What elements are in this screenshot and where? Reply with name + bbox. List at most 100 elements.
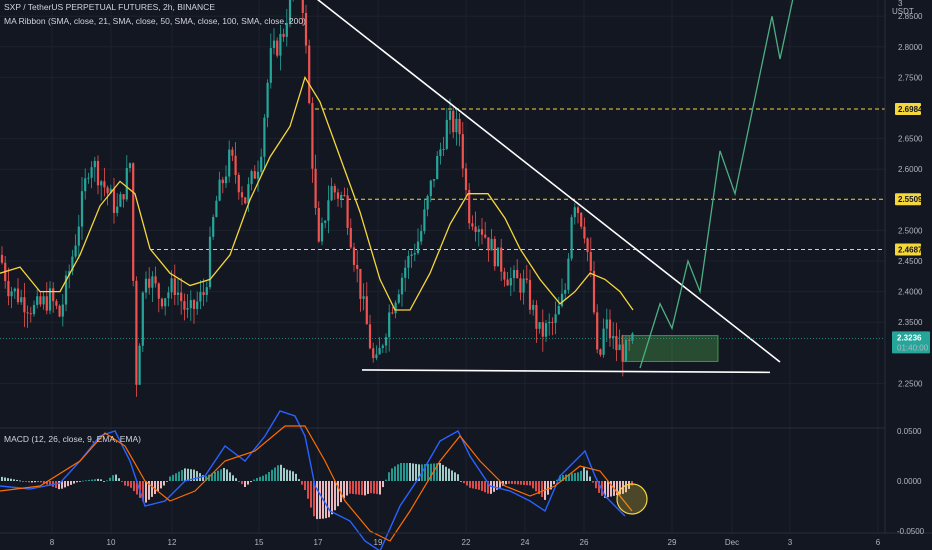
macd-bar <box>124 481 126 486</box>
macd-bar <box>559 475 561 481</box>
macd-bar <box>598 481 600 493</box>
candle-body <box>122 194 125 200</box>
candle-body <box>445 119 448 149</box>
macd-bar <box>28 481 30 483</box>
macd-bar <box>451 470 453 481</box>
price-axis[interactable]: 3.15003.10003.05003.00002.95002.85002.80… <box>898 0 923 388</box>
candle-body <box>442 148 445 150</box>
candle-body <box>29 313 32 315</box>
candle-body <box>116 206 119 213</box>
candle-body <box>119 194 122 207</box>
macd-bar <box>67 481 69 487</box>
macd-bar <box>148 481 150 500</box>
macd-bar <box>532 481 534 489</box>
macd-bar <box>250 481 252 483</box>
candle-body <box>349 227 352 248</box>
candle-body <box>503 271 506 280</box>
time-tick-label: 24 <box>521 538 530 547</box>
macd-bar <box>73 481 75 484</box>
candle-body <box>400 277 404 295</box>
candle-body <box>452 110 455 133</box>
chart-title: SXP / TetherUS PERPETUAL FUTURES, 2h, BI… <box>4 2 215 12</box>
macd-bar <box>619 481 621 495</box>
candle-body <box>160 298 164 307</box>
candle-body <box>359 268 362 299</box>
macd-bar <box>85 480 87 482</box>
macd-bar <box>229 472 231 481</box>
time-tick-label: 10 <box>107 538 116 547</box>
candle-body <box>592 270 596 313</box>
candle-body <box>589 252 592 271</box>
macd-bar <box>526 481 528 486</box>
macd-bar <box>235 478 237 481</box>
candle-body <box>301 0 304 13</box>
signal-line <box>0 425 633 542</box>
highlight-circle[interactable] <box>616 483 648 515</box>
candle-body <box>164 298 167 307</box>
forecast-path[interactable] <box>639 0 818 369</box>
candle-body <box>356 264 359 269</box>
macd-bar <box>523 481 525 485</box>
time-tick-label: 6 <box>876 538 881 547</box>
macd-bar <box>397 464 399 481</box>
candle-body <box>234 155 237 175</box>
forecast-line <box>639 0 794 369</box>
macd-bar <box>505 481 507 485</box>
candle-body <box>282 33 285 37</box>
candle-body <box>189 300 192 309</box>
macd-bar <box>556 479 558 481</box>
candle-body <box>250 171 253 185</box>
candle-body <box>631 333 634 341</box>
macd-tick-label: -0.0500 <box>897 527 925 536</box>
candle-body <box>346 195 349 228</box>
macd-bar <box>103 481 105 482</box>
price-tick-label: 2.4500 <box>898 257 923 266</box>
candle-body <box>468 189 471 224</box>
candle-body <box>180 292 183 302</box>
candle-body <box>276 40 279 56</box>
candle-body <box>580 212 583 227</box>
candle-body <box>551 321 554 323</box>
candle-body <box>544 323 548 337</box>
macd-axis[interactable]: 0.0500 0.0000 -0.0500 <box>897 427 925 536</box>
macd-bar <box>538 481 540 495</box>
candle-body <box>269 48 272 83</box>
price-tick-label: 2.4000 <box>898 288 923 297</box>
macd-bar <box>400 463 402 481</box>
macd-bar <box>418 464 420 481</box>
candle-body <box>448 110 452 120</box>
price-tag-label: 2.4687 <box>898 246 923 255</box>
candle-body <box>170 278 173 293</box>
macd-bar <box>211 473 213 481</box>
time-tick-label: 12 <box>168 538 177 547</box>
candle-body <box>112 188 116 213</box>
macd-bar <box>601 481 603 496</box>
candle-body <box>416 241 420 254</box>
macd-bar <box>475 481 477 490</box>
time-axis[interactable]: 8 10 12 15 17 19 22 24 26 29 Dec 3 6 <box>50 538 881 547</box>
macd-bar <box>433 463 435 481</box>
macd-bar <box>208 474 210 481</box>
time-tick-label: 17 <box>314 538 323 547</box>
macd-bar <box>289 470 291 481</box>
macd-bar <box>268 472 270 481</box>
macd-bar <box>220 469 222 481</box>
candle-body <box>244 197 247 204</box>
candle-body <box>621 344 624 362</box>
trendlines[interactable] <box>296 0 781 374</box>
candle-body <box>327 200 330 221</box>
candle-body <box>464 168 468 190</box>
macd-bar <box>304 481 306 490</box>
price-axis-top-partial: 3 <box>898 0 903 8</box>
ma-ribbon-legend[interactable]: MA Ribbon (SMA, close, 21, SMA, close, 5… <box>4 16 306 26</box>
macd-legend[interactable]: MACD (12, 26, close, 9, EMA, EMA) <box>4 434 141 444</box>
candle-body <box>125 168 128 200</box>
candle-body <box>247 184 250 204</box>
macd-bar <box>193 469 195 481</box>
candle-body <box>285 22 288 37</box>
macd-bar <box>460 481 462 482</box>
macd-bar <box>517 481 519 485</box>
candle-body <box>436 156 439 180</box>
candle-body <box>141 292 144 346</box>
